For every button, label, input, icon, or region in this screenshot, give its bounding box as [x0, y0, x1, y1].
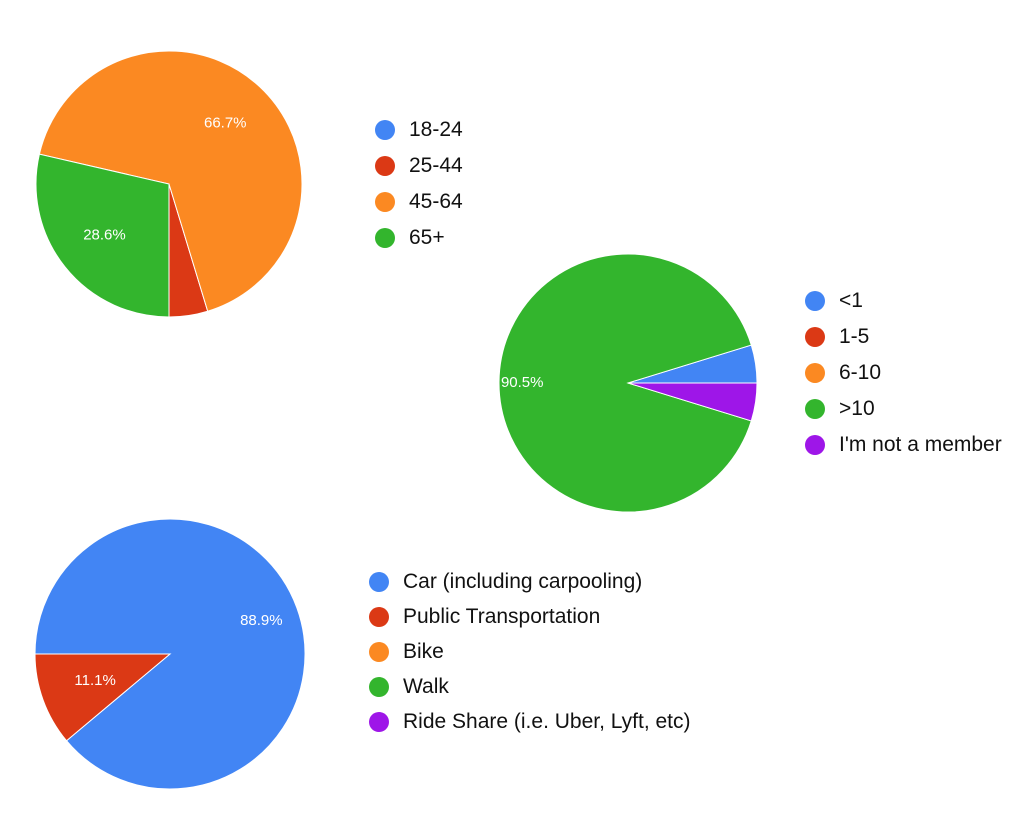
legend-label: 18-24 [409, 118, 463, 141]
legend-label: Ride Share (i.e. Uber, Lyft, etc) [403, 709, 691, 733]
slice-value-label: 88.9% [240, 612, 283, 629]
slice-value-label: 11.1% [74, 672, 115, 689]
legend-item-bike: Bike [369, 634, 691, 669]
legend-label: Public Transportation [403, 604, 601, 628]
legend-swatch [375, 156, 395, 176]
transportation-pie-chart: 88.9% 11.1% [34, 518, 306, 790]
legend-swatch [369, 711, 389, 732]
legend-swatch [369, 571, 389, 592]
slice-value-label: 28.6% [83, 226, 126, 243]
age-pie-chart: 66.7% 28.6% [35, 50, 303, 318]
legend-item-6-10: 6-10 [805, 355, 1002, 391]
legend-swatch [369, 606, 389, 627]
age-legend: 18-24 25-44 45-64 65+ [375, 112, 463, 256]
legend-item-18-24: 18-24 [375, 112, 463, 148]
legend-swatch [369, 641, 389, 662]
legend-swatch [375, 228, 395, 248]
legend-label: 65+ [409, 226, 445, 249]
legend-label: I'm not a member [839, 433, 1002, 456]
legend-item-25-44: 25-44 [375, 148, 463, 184]
legend-item-car-including-carpooling: Car (including carpooling) [369, 564, 691, 599]
legend-swatch [805, 435, 825, 455]
legend-label: 45-64 [409, 190, 463, 213]
legend-swatch [805, 399, 825, 419]
legend-label: Bike [403, 639, 444, 663]
pie-slice-public-transportation [34, 653, 172, 742]
legend-label: 6-10 [839, 361, 882, 384]
legend-item-1: <1 [805, 283, 1002, 319]
legend-item-ride-share-i-e-uber-lyft-etc: Ride Share (i.e. Uber, Lyft, etc) [369, 704, 691, 739]
slice-value-label: 90.5% [501, 374, 544, 391]
legend-label: Walk [403, 674, 449, 698]
legend-label: Car (including carpooling) [403, 569, 643, 593]
legend-swatch [805, 363, 825, 383]
pie-slice-65 [35, 153, 170, 318]
pie-slice-i-m-not-a-member [627, 382, 758, 422]
legend-swatch [805, 327, 825, 347]
legend-item-1-5: 1-5 [805, 319, 1002, 355]
legend-item-45-64: 45-64 [375, 184, 463, 220]
legend-item-public-transportation: Public Transportation [369, 599, 691, 634]
legend-label: >10 [839, 397, 875, 420]
legend-item-walk: Walk [369, 669, 691, 704]
legend-swatch [369, 676, 389, 697]
legend-swatch [375, 192, 395, 212]
legend-swatch [375, 120, 395, 140]
membership-legend: <1 1-5 6-10 >10 I'm not a member [805, 283, 1002, 463]
pie-slice-45-64 [38, 50, 303, 312]
pie-slice-10 [498, 253, 752, 513]
legend-item-i-m-not-a-member: I'm not a member [805, 427, 1002, 463]
membership-pie-chart: 90.5% [498, 253, 758, 513]
transportation-legend: Car (including carpooling) Public Transpo… [369, 564, 691, 739]
legend-label: 1-5 [839, 325, 870, 348]
slice-value-label: 66.7% [204, 115, 247, 132]
legend-label: 25-44 [409, 154, 463, 177]
legend-swatch [805, 291, 825, 311]
legend-label: <1 [839, 289, 863, 312]
legend-item-65: 65+ [375, 220, 463, 256]
legend-item-10: >10 [805, 391, 1002, 427]
